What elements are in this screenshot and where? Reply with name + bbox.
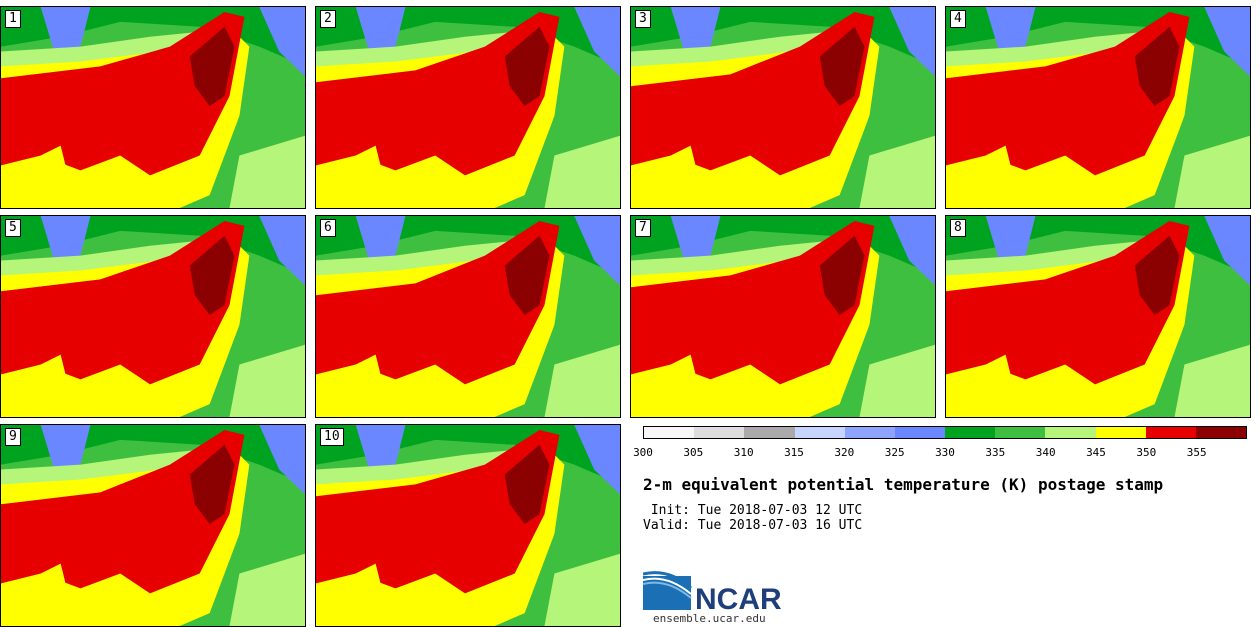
colorbar-tick-label: 335 [985, 446, 1006, 459]
forecast-panel-5: 5 [0, 215, 306, 418]
colorbar-tick-label: 300 [633, 446, 653, 459]
colorbar-segment [744, 427, 795, 438]
temperature-map [1, 7, 305, 208]
panel-number: 7 [635, 219, 651, 237]
colorbar-segment [794, 427, 845, 438]
colorbar-segment [1195, 427, 1247, 438]
colorbar-tick-label: 355 [1186, 446, 1207, 459]
temperature-map [1, 216, 305, 417]
forecast-panel-3: 3 [630, 6, 936, 209]
svg-text:NCAR: NCAR [695, 583, 782, 612]
colorbar-tick-label: 305 [683, 446, 704, 459]
colorbar-tick-label: 330 [935, 446, 955, 459]
forecast-panel-1: 1 [0, 6, 306, 209]
colorbar-segment [1045, 427, 1096, 438]
colorbar-tick-label: 315 [784, 446, 804, 459]
colorbar-segment [1145, 427, 1196, 438]
colorbar-segment [894, 427, 946, 438]
colorbar-segment [945, 427, 996, 438]
forecast-panel-10: 10 [315, 424, 621, 627]
colorbar-tick-label: 320 [834, 446, 855, 459]
valid-time: Valid: Tue 2018-07-03 16 UTC [643, 518, 863, 533]
temperature-map [316, 7, 620, 208]
temperature-map [1, 425, 305, 626]
panel-number: 9 [5, 428, 21, 446]
temperature-map [946, 216, 1250, 417]
temperature-map [631, 216, 935, 417]
colorbar-segment [844, 427, 895, 438]
panel-number: 3 [635, 10, 651, 28]
colorbar-tick-label: 350 [1136, 446, 1157, 459]
panel-number: 4 [950, 10, 966, 28]
colorbar [643, 426, 1247, 439]
forecast-panel-7: 7 [630, 215, 936, 418]
temperature-map [946, 7, 1250, 208]
panel-number: 6 [320, 219, 336, 237]
forecast-panel-9: 9 [0, 424, 306, 627]
panel-number: 2 [320, 10, 336, 28]
temperature-map [316, 216, 620, 417]
panel-number: 10 [320, 428, 344, 446]
forecast-panel-2: 2 [315, 6, 621, 209]
colorbar-tick-label: 340 [1035, 446, 1056, 459]
colorbar-segment [644, 427, 695, 438]
colorbar-tick-label: 325 [884, 446, 905, 459]
colorbar-segment [694, 427, 745, 438]
temperature-map [316, 425, 620, 626]
forecast-panel-8: 8 [945, 215, 1251, 418]
temperature-map [631, 7, 935, 208]
colorbar-tick-label: 345 [1086, 446, 1106, 459]
panel-number: 8 [950, 219, 966, 237]
colorbar-segment [995, 427, 1046, 438]
forecast-panel-6: 6 [315, 215, 621, 418]
url-text: ensemble.ucar.edu [653, 612, 766, 625]
panel-number: 5 [5, 219, 21, 237]
forecast-panel-4: 4 [945, 6, 1251, 209]
init-time: Init: Tue 2018-07-03 12 UTC [643, 503, 863, 518]
colorbar-segment [1095, 427, 1146, 438]
colorbar-ticks: 300 305 310 315 320 325 330 335 340 345 350 355 [633, 446, 1247, 460]
colorbar-tick-label: 310 [733, 446, 754, 459]
map-title: 2-m equivalent potential temperature (K)… [643, 475, 1164, 494]
panel-number: 1 [5, 10, 21, 28]
ncar-logo: NCAR [642, 570, 793, 620]
